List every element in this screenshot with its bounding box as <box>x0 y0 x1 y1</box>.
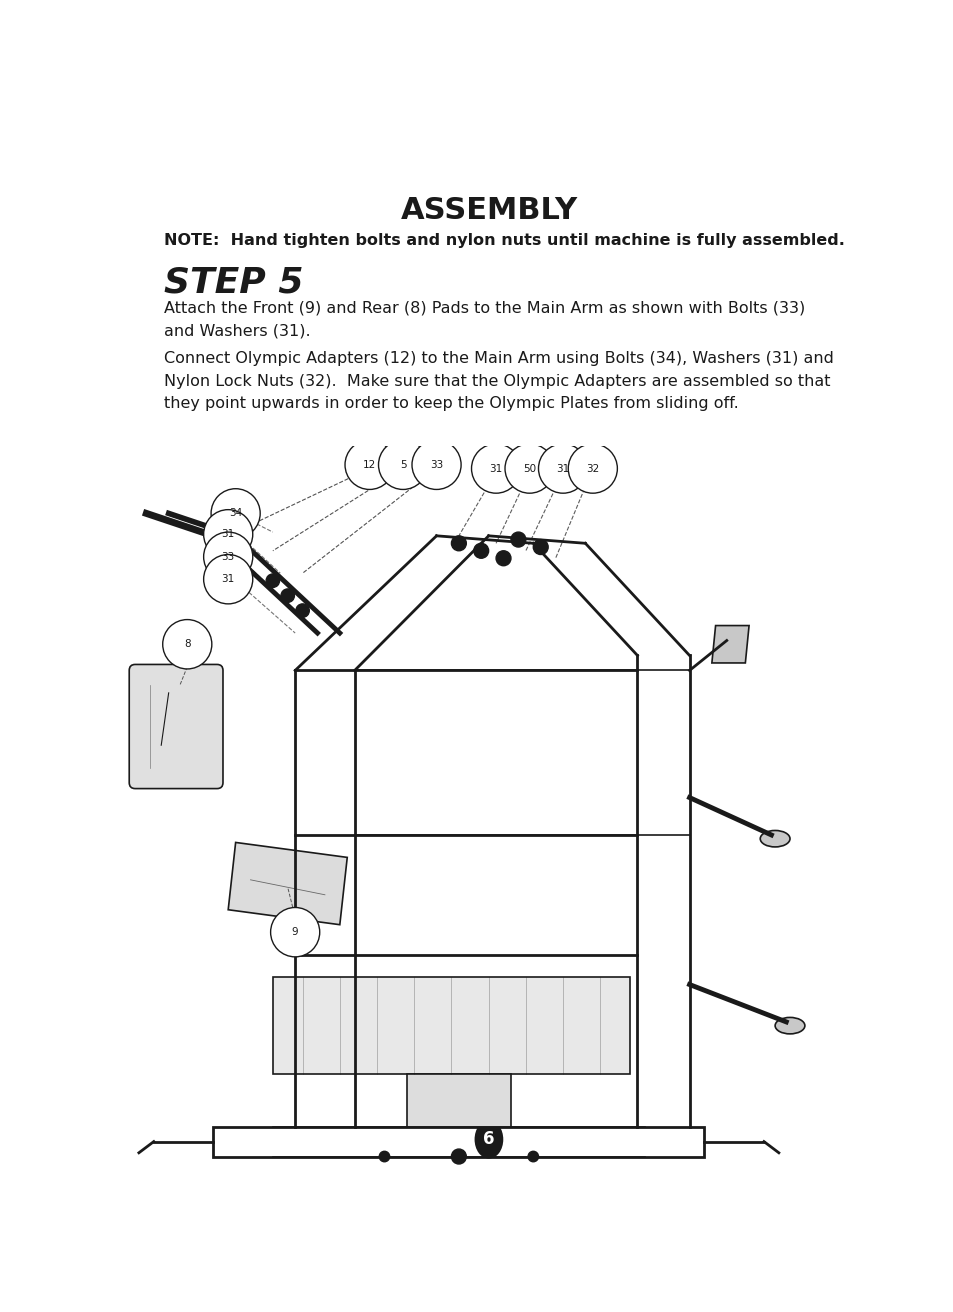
Circle shape <box>474 543 488 559</box>
Text: 50: 50 <box>522 463 536 474</box>
Text: 6: 6 <box>482 1131 495 1148</box>
FancyBboxPatch shape <box>129 664 223 789</box>
Circle shape <box>451 1149 466 1164</box>
Circle shape <box>504 443 554 493</box>
Text: 5: 5 <box>399 459 406 470</box>
Circle shape <box>568 443 617 493</box>
Circle shape <box>537 443 587 493</box>
Circle shape <box>295 604 309 618</box>
Circle shape <box>476 1122 501 1157</box>
Circle shape <box>533 539 548 555</box>
Text: Attach the Front (9) and Rear (8) Pads to the Main Arm as shown with Bolts (33)
: Attach the Front (9) and Rear (8) Pads t… <box>164 300 804 338</box>
Ellipse shape <box>760 830 789 848</box>
Circle shape <box>496 551 511 565</box>
Circle shape <box>379 1152 389 1161</box>
Polygon shape <box>406 1075 511 1127</box>
Text: 31: 31 <box>556 463 569 474</box>
Polygon shape <box>228 842 347 925</box>
Circle shape <box>345 440 394 489</box>
Text: 9: 9 <box>292 928 298 937</box>
Circle shape <box>511 533 525 547</box>
Circle shape <box>203 509 253 559</box>
Circle shape <box>451 535 466 551</box>
Text: 8: 8 <box>184 639 191 649</box>
Circle shape <box>203 533 253 581</box>
Circle shape <box>378 440 427 489</box>
Text: 34: 34 <box>229 508 242 518</box>
Text: STEP 5: STEP 5 <box>164 265 303 299</box>
Circle shape <box>203 555 253 604</box>
Text: ASSEMBLY: ASSEMBLY <box>400 195 577 224</box>
Text: 12: 12 <box>362 459 375 470</box>
Text: Connect Olympic Adapters (12) to the Main Arm using Bolts (34), Washers (31) and: Connect Olympic Adapters (12) to the Mai… <box>164 352 833 411</box>
Circle shape <box>211 488 260 538</box>
Circle shape <box>281 589 294 602</box>
Circle shape <box>266 573 279 588</box>
Circle shape <box>528 1152 537 1161</box>
Text: 31: 31 <box>221 529 234 539</box>
Text: NOTE:  Hand tighten bolts and nylon nuts until machine is fully assembled.: NOTE: Hand tighten bolts and nylon nuts … <box>164 234 843 248</box>
Text: 31: 31 <box>489 463 502 474</box>
Circle shape <box>412 440 460 489</box>
Circle shape <box>163 619 212 669</box>
Polygon shape <box>273 977 629 1075</box>
Circle shape <box>271 908 319 956</box>
Text: 33: 33 <box>430 459 443 470</box>
Text: 33: 33 <box>221 552 234 562</box>
Text: 31: 31 <box>221 575 234 584</box>
Polygon shape <box>711 626 748 663</box>
Text: 32: 32 <box>585 463 598 474</box>
Circle shape <box>471 443 520 493</box>
Ellipse shape <box>774 1017 804 1034</box>
